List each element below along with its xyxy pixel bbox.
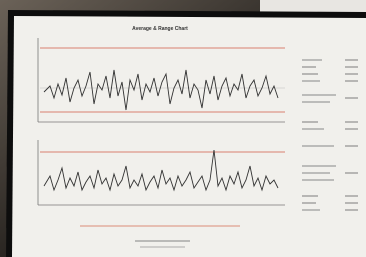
printout: Average & Range Chart bbox=[6, 10, 366, 257]
page: Average & Range Chart bbox=[0, 0, 366, 257]
photo: Average & Range Chart bbox=[0, 0, 366, 257]
paper bbox=[12, 16, 366, 257]
title: Average & Range Chart bbox=[132, 26, 188, 32]
